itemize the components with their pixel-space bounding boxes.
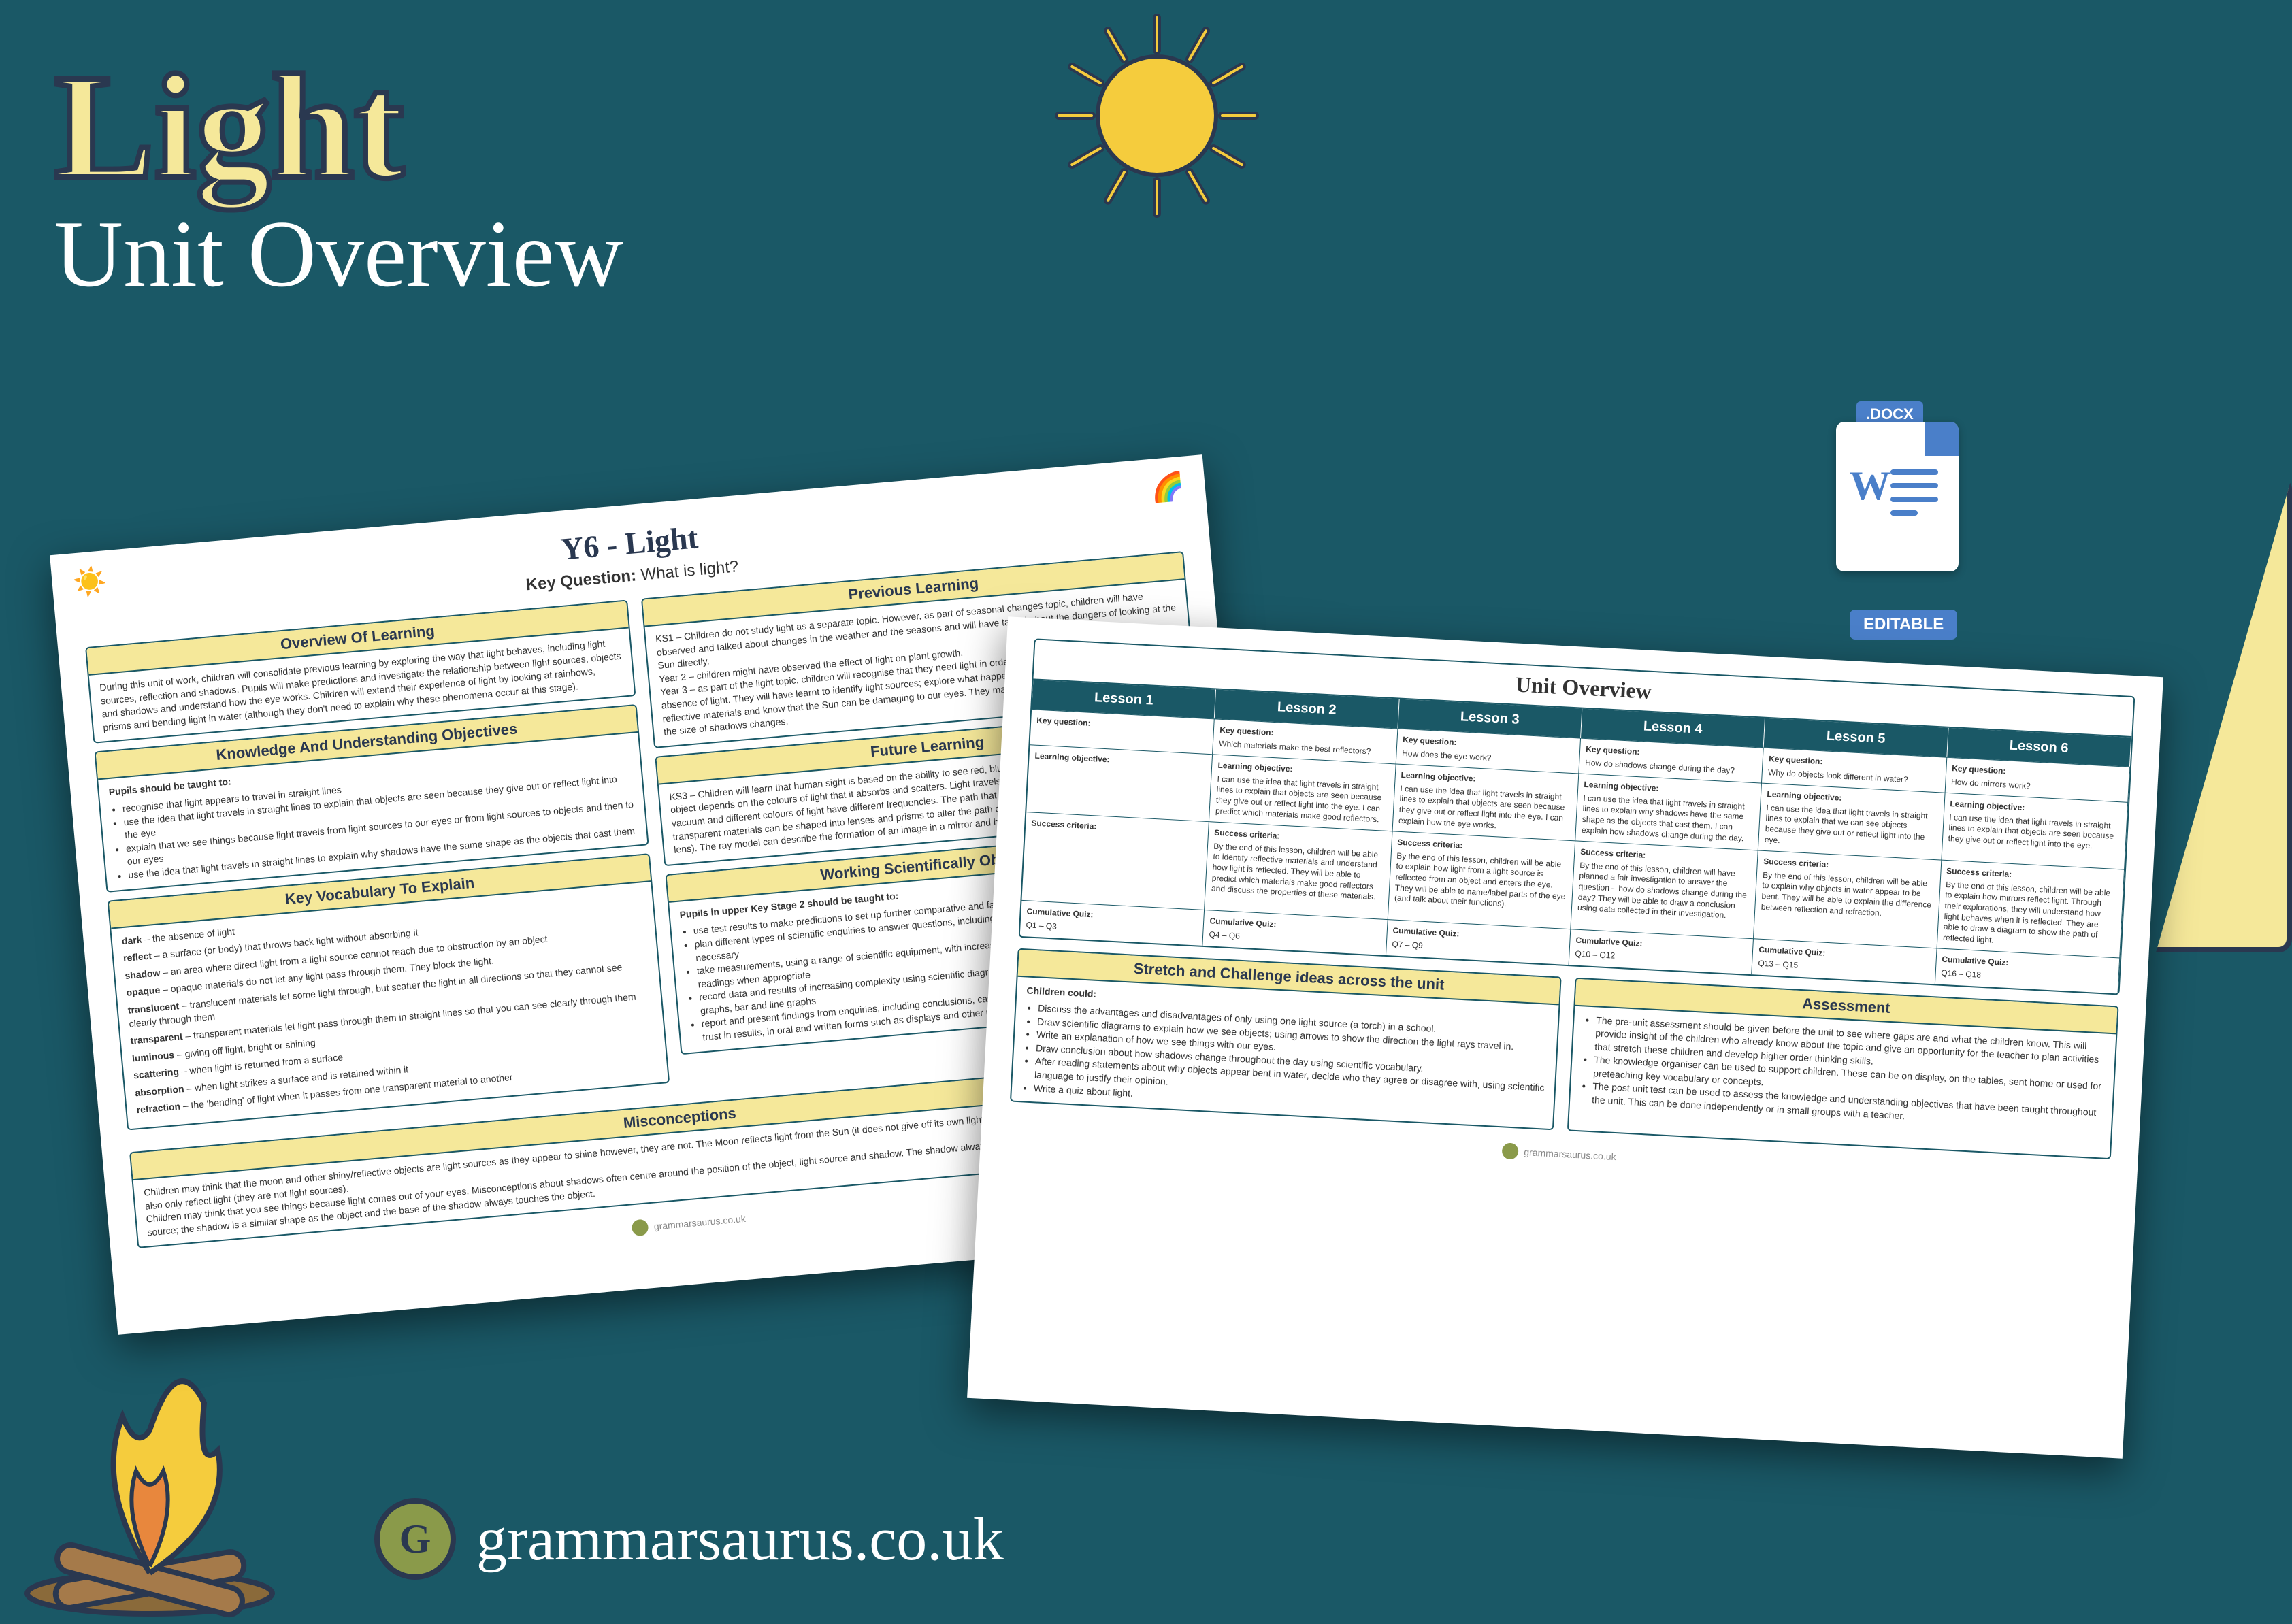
lesson-cell: Success criteria: <box>1021 812 1209 910</box>
lesson-grid: Unit Overview Lesson 1Lesson 2Lesson 3Le… <box>1019 638 2135 995</box>
lesson-cell: Learning objective:I can use the idea th… <box>1575 774 1762 850</box>
vocab-section: Key Vocabulary To Explain dark – the abs… <box>108 853 670 1131</box>
lesson-cell: Learning objective:I can use the idea th… <box>1209 755 1396 831</box>
main-title: Light <box>54 41 623 213</box>
document-page-2: Unit Overview Lesson 1Lesson 2Lesson 3Le… <box>967 616 2163 1458</box>
lesson-cell: Success criteria:By the end of this less… <box>1937 860 2125 958</box>
lesson-cell: Success criteria:By the end of this less… <box>1205 821 1392 919</box>
brand-footer: G grammarsaurus.co.uk <box>374 1498 1004 1580</box>
lesson-cell: Success criteria:By the end of this less… <box>1388 831 1575 929</box>
word-icon: W <box>1850 463 1890 510</box>
brand-logo: G <box>374 1498 456 1580</box>
lesson-cell: Learning objective:I can use the idea th… <box>1392 764 1579 841</box>
stretch-section: Stretch and Challenge ideas across the u… <box>1010 948 1562 1130</box>
lesson-cell: Learning objective:I can use the idea th… <box>1758 783 1945 860</box>
sun-decoration <box>1055 14 1259 218</box>
lesson-cell: Success criteria:By the end of this less… <box>1754 850 1942 948</box>
rainbow-icon: 🌈 <box>1149 470 1186 505</box>
lesson-cell: Learning objective:I can use the idea th… <box>1942 793 2128 869</box>
lesson-cell: Success criteria:By the end of this less… <box>1571 841 1758 939</box>
lesson-cell: Learning objective: <box>1026 744 1213 821</box>
title-block: Light Unit Overview <box>54 41 623 309</box>
sun-icon: ☀️ <box>71 564 108 599</box>
editable-badge: EDITABLE <box>1850 610 1957 640</box>
assessment-section: Assessment The pre-unit assessment shoul… <box>1567 977 2119 1159</box>
brand-url: grammarsaurus.co.uk <box>476 1504 1004 1574</box>
subtitle: Unit Overview <box>54 199 623 309</box>
docx-badge: .DOCX W EDITABLE <box>1836 422 1986 612</box>
